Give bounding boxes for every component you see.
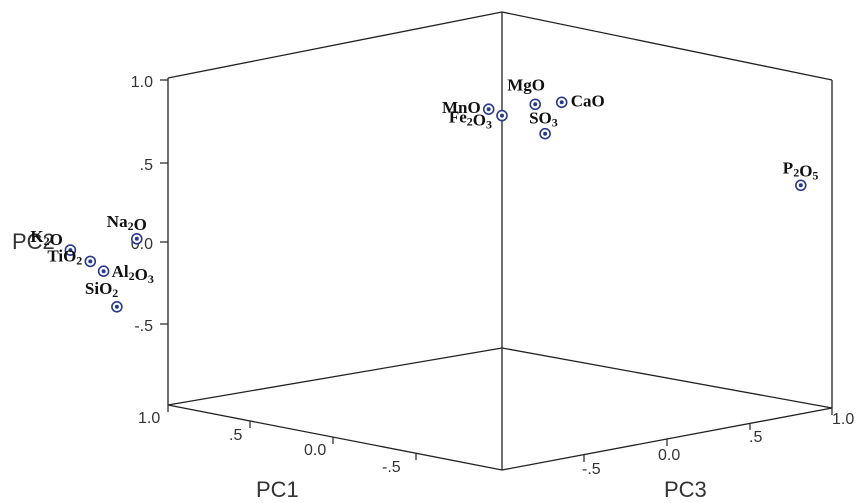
frame-back-top-right xyxy=(501,11,833,81)
frame-back-bottom-right xyxy=(501,347,833,409)
data-point: MnO xyxy=(442,98,495,117)
point-label: K2O xyxy=(30,227,62,249)
point-label: MnO xyxy=(442,98,481,117)
pc1-tick-label: -.5 xyxy=(382,459,401,476)
frame-bottom-left xyxy=(167,404,503,471)
pc1-axis: 1.0 .5 0.0 -.5 PC1 xyxy=(138,405,417,502)
pc1-axis-title: PC1 xyxy=(256,477,299,502)
data-point: SiO2 xyxy=(85,279,123,313)
frame-back-bottom-left xyxy=(167,347,503,406)
point-marker-dot xyxy=(559,100,564,105)
point-marker-dot xyxy=(798,183,803,188)
point-marker-dot xyxy=(543,131,548,136)
pc3-tick-label: -.5 xyxy=(582,461,601,478)
point-label: Na2O xyxy=(107,212,147,234)
pc3-tick-label: 1.0 xyxy=(832,411,854,428)
point-label: Al2O3 xyxy=(112,262,154,286)
box-frame xyxy=(167,11,833,471)
point-marker-dot xyxy=(134,236,139,241)
pc2-tick-label: 1.0 xyxy=(131,74,153,91)
point-marker-dot xyxy=(533,102,538,107)
pc2-tick-label: .5 xyxy=(140,157,153,174)
data-point: Na2O xyxy=(107,212,147,245)
point-label: Fe2O3 xyxy=(449,108,492,132)
point-label: MgO xyxy=(507,75,545,94)
point-marker-dot xyxy=(114,304,119,309)
pc1-tick-label: 1.0 xyxy=(138,410,160,427)
pc3-axis-title: PC3 xyxy=(664,477,707,502)
point-label: TiO2 xyxy=(47,246,82,267)
point-label: SiO2 xyxy=(85,279,118,300)
pc1-tick-label: 0.0 xyxy=(304,442,326,459)
frame-back-top-left xyxy=(167,11,503,79)
point-marker-dot xyxy=(101,269,106,274)
point-label: SO3 xyxy=(529,109,558,130)
point-marker-dot xyxy=(486,107,491,112)
pc1-tick-label: .5 xyxy=(229,427,242,444)
point-marker-dot xyxy=(88,259,93,264)
point-label: CaO xyxy=(571,91,605,110)
pc2-axis: 1.0 .5 0.0 -.5 PC2 xyxy=(12,74,168,335)
data-point: CaO xyxy=(555,91,605,110)
data-point: Al2O3 xyxy=(97,262,154,286)
data-point: MgO xyxy=(507,75,545,111)
pc3-tick-label: .5 xyxy=(749,429,762,446)
pc2-axis-title: PC2 xyxy=(12,229,55,254)
data-point: P2O5 xyxy=(783,158,819,192)
pc2-tick-label: -.5 xyxy=(134,318,153,335)
data-point: K2O xyxy=(30,227,77,256)
data-point: Fe2O3 xyxy=(449,108,508,132)
pc3-axis: -.5 0.0 .5 1.0 PC3 xyxy=(582,408,854,502)
point-marker-dot xyxy=(500,113,504,118)
data-point: TiO2 xyxy=(47,246,97,267)
data-point: SO3 xyxy=(529,109,558,140)
point-label: P2O5 xyxy=(783,158,819,182)
point-marker-dot xyxy=(68,248,73,253)
pc3-tick-label: 0.0 xyxy=(658,447,680,464)
